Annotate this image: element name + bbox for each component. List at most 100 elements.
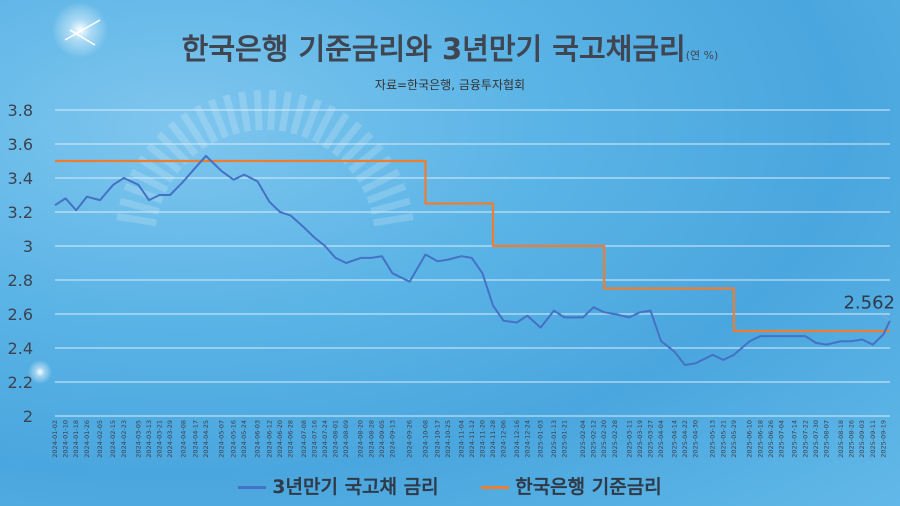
x-tick-label: 2024-05-16: [230, 420, 238, 458]
x-tick-label: 2024-07-08: [300, 420, 308, 458]
x-tick-label: 2024-02-05: [96, 420, 104, 458]
decor-ray: [331, 121, 363, 157]
x-tick-label: 2024-09-26: [406, 420, 414, 458]
x-tick-label: 2025-07-30: [812, 420, 820, 458]
x-tick-label: 2025-01-03: [537, 420, 545, 458]
legend-swatch-bond: [238, 486, 267, 489]
sparkle-ray: [64, 19, 101, 41]
x-tick-label: 2024-06-20: [276, 420, 284, 458]
x-tick-label: 2024-05-07: [218, 420, 226, 458]
source-note: 자료=한국은행, 금융투자협회: [374, 78, 526, 92]
x-tick-label: 2024-01-18: [72, 420, 80, 458]
x-tick-label: 2025-08-18: [837, 420, 845, 458]
legend: 3년만기 국고채 금리 한국은행 기준금리: [0, 472, 900, 499]
legend-label-bond: 3년만기 국고채 금리: [272, 476, 439, 498]
x-tick-label: 2025-01-13: [550, 420, 558, 458]
decor-ray: [207, 98, 229, 139]
x-tick-label: 2024-05-24: [240, 420, 248, 458]
y-tick-label: 2.6: [8, 305, 33, 324]
x-tick-label: 2025-04-04: [657, 420, 665, 458]
x-tick-label: 2024-04-17: [191, 420, 199, 458]
x-tick-label: 2024-12-16: [513, 420, 521, 458]
decor-ray: [119, 197, 160, 215]
x-tick-label: 2025-05-29: [730, 420, 738, 458]
legend-item-bond: 3년만기 국고채 금리: [238, 472, 439, 499]
x-tick-label: 2025-02-28: [611, 420, 619, 458]
legend-label-base-rate: 한국은행 기준금리: [515, 476, 662, 498]
x-tick-label: 2024-09-05: [378, 420, 386, 458]
x-tick-label: 2025-02-12: [590, 420, 598, 458]
x-tick-label: 2025-05-13: [709, 420, 717, 458]
x-tick-label: 2024-07-24: [321, 420, 329, 458]
decor-ray: [167, 121, 199, 157]
x-tick-label: 2024-11-04: [457, 420, 465, 458]
decor-ray: [156, 131, 190, 165]
y-tick-label: 2: [23, 407, 33, 426]
x-tick-label: 2025-09-19: [879, 420, 887, 458]
x-tick-label: 2024-08-01: [332, 420, 340, 458]
sparkle-icon: [28, 360, 52, 384]
x-tick-label: 2025-06-26: [767, 420, 775, 458]
x-tick-label: 2024-08-20: [357, 420, 365, 458]
decor-ray: [222, 94, 240, 135]
y-tick-label: 3.6: [8, 135, 33, 154]
x-tick-label: 2025-02-20: [600, 420, 608, 458]
x-tick-label: 2024-02-23: [120, 420, 128, 458]
x-tick-label: 2024-03-13: [145, 420, 153, 458]
decor-ray: [321, 112, 350, 150]
decor-ray: [146, 142, 182, 174]
x-axis: 2024-01-02 2024-01-10 2024-01-18 2024-01-26…: [51, 420, 887, 458]
x-tick-label: 2025-01-21: [560, 420, 568, 458]
y-axis: 2 2.2 2.4 2.6 2.8 3 3.2 3.4 3.6 3.8: [8, 101, 33, 426]
x-tick-label: 2025-05-21: [719, 420, 727, 458]
x-tick-label: 2025-06-18: [756, 420, 764, 458]
decor-ray: [129, 168, 169, 194]
last-value-label: 2.562: [843, 292, 895, 313]
x-tick-label: 2025-04-14: [670, 420, 678, 458]
annotation-leader: [881, 314, 891, 321]
x-tick-label: 2024-04-25: [202, 420, 210, 458]
x-tick-label: 2025-07-22: [801, 420, 809, 458]
y-tick-label: 3.4: [8, 169, 33, 188]
decor-ray: [348, 142, 384, 174]
x-tick-label: 2024-10-25: [444, 420, 452, 458]
decor-ray: [373, 213, 414, 227]
series-line-bond-yield: [54, 154, 891, 366]
decor-ray: [238, 91, 252, 132]
x-tick-label: 2024-12-24: [523, 420, 531, 458]
x-tick-label: 2024-10-17: [433, 420, 441, 458]
decor-ray: [278, 91, 292, 132]
y-tick-label: 2.4: [8, 339, 33, 358]
y-tick-label: 2.8: [8, 271, 33, 290]
decor-ray: [370, 197, 411, 215]
legend-item-base-rate: 한국은행 기준금리: [481, 472, 662, 499]
x-tick-label: 2024-06-12: [265, 420, 273, 458]
y-tick-label: 2.2: [8, 373, 33, 392]
decor-ray: [366, 182, 407, 204]
series-line-base-rate: [55, 159, 890, 333]
title-text: 한국은행 기준금리와 3년만기 국고채금리: [181, 32, 686, 66]
x-tick-label: 2025-03-27: [646, 420, 654, 458]
x-tick-label: 2024-08-28: [367, 420, 375, 458]
decor-ray: [311, 104, 337, 144]
x-tick-label: 2024-06-03: [253, 420, 261, 458]
annotations: 2.562: [843, 292, 895, 321]
decor-ray: [180, 112, 209, 150]
x-tick-label: 2024-01-02: [51, 420, 59, 458]
x-tick-label: 2025-07-14: [791, 420, 799, 458]
x-tick-label: 2024-11-28: [489, 420, 497, 458]
x-tick-label: 2025-03-11: [625, 420, 633, 458]
x-tick-label: 2024-04-08: [179, 420, 187, 458]
x-tick-label: 2024-03-21: [156, 420, 164, 458]
legend-swatch-base-rate: [481, 486, 510, 489]
x-tick-label: 2025-03-19: [636, 420, 644, 458]
x-tick-label: 2024-01-10: [62, 420, 70, 458]
x-tick-label: 2024-03-05: [134, 420, 142, 458]
unit-label: (연 %): [685, 49, 719, 62]
y-tick-label: 3.2: [8, 203, 33, 222]
decor-ray: [290, 94, 308, 135]
x-tick-label: 2024-07-16: [310, 420, 318, 458]
x-tick-label: 2024-09-13: [388, 420, 396, 458]
